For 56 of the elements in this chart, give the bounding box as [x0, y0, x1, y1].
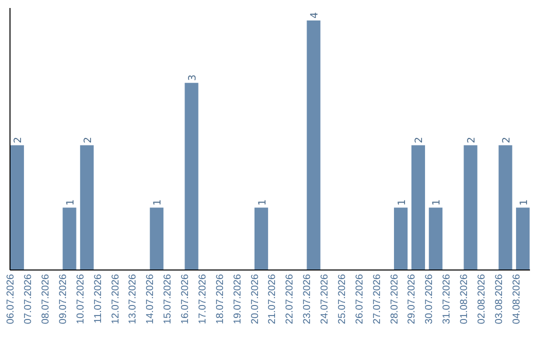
x-tick-label: 23.07.2026	[302, 274, 314, 324]
bar	[428, 208, 442, 270]
bar	[411, 145, 426, 270]
x-tick-label: 26.07.2026	[354, 274, 366, 324]
bar	[394, 208, 408, 270]
data-label: 3	[188, 74, 199, 81]
x-tick-label: 25.07.2026	[336, 274, 348, 324]
x-tick-label: 21.07.2026	[267, 274, 278, 324]
bar	[10, 145, 24, 270]
x-tick-label: 15.07.2026	[162, 274, 174, 324]
bar	[516, 208, 530, 270]
bar	[62, 208, 76, 270]
bar	[150, 208, 164, 270]
data-label: 2	[466, 136, 478, 144]
x-tick-label: 11.07.2026	[92, 274, 104, 324]
bar	[254, 208, 268, 270]
x-tick-label: 19.07.2026	[232, 274, 244, 324]
data-label: 1	[396, 199, 408, 206]
x-tick-label: 16.07.2026	[180, 274, 192, 324]
x-tick-label: 02.08.2026	[476, 274, 488, 324]
x-tick-label: 22.07.2026	[284, 274, 296, 324]
bar	[80, 145, 94, 270]
data-label: 2	[414, 136, 426, 144]
x-tick-label: 28.07.2026	[389, 274, 400, 324]
x-tick-label: 09.07.2026	[58, 274, 69, 324]
data-label: 1	[65, 199, 76, 206]
x-tick-label: 06.07.2026	[6, 274, 17, 324]
x-tick-label: 14.07.2026	[145, 274, 156, 324]
x-tick-label: 17.07.2026	[197, 274, 208, 324]
x-tick-label: 24.07.2026	[320, 274, 331, 324]
data-label: 2	[82, 136, 94, 144]
bar	[184, 82, 198, 270]
data-label: 1	[152, 199, 164, 206]
data-label: 1	[518, 199, 530, 206]
data-label: 2	[13, 136, 24, 144]
x-tick-label: 31.07.2026	[442, 274, 453, 324]
x-tick-label: 29.07.2026	[406, 274, 418, 324]
data-label: 1	[257, 199, 268, 206]
x-tick-label: 04.08.2026	[511, 274, 522, 324]
x-tick-label: 18.07.2026	[214, 274, 226, 324]
bar	[306, 20, 320, 270]
bar	[498, 145, 512, 270]
x-tick-label: 27.07.2026	[372, 274, 383, 324]
data-label: 4	[310, 12, 321, 18]
x-tick-label: 20.07.2026	[250, 274, 261, 324]
x-tick-label: 30.07.2026	[424, 274, 436, 324]
data-label: 1	[432, 199, 443, 206]
x-tick-label: 03.08.2026	[494, 274, 505, 324]
x-tick-label: 01.08.2026	[459, 274, 470, 324]
x-tick-label: 08.07.2026	[40, 274, 52, 324]
x-tick-label: 13.07.2026	[128, 274, 139, 324]
x-tick-label: 07.07.2026	[23, 274, 34, 324]
bar	[464, 145, 478, 270]
data-label: 2	[501, 136, 512, 144]
x-tick-label: 10.07.2026	[75, 274, 86, 324]
x-tick-label: 12.07.2026	[110, 274, 122, 324]
